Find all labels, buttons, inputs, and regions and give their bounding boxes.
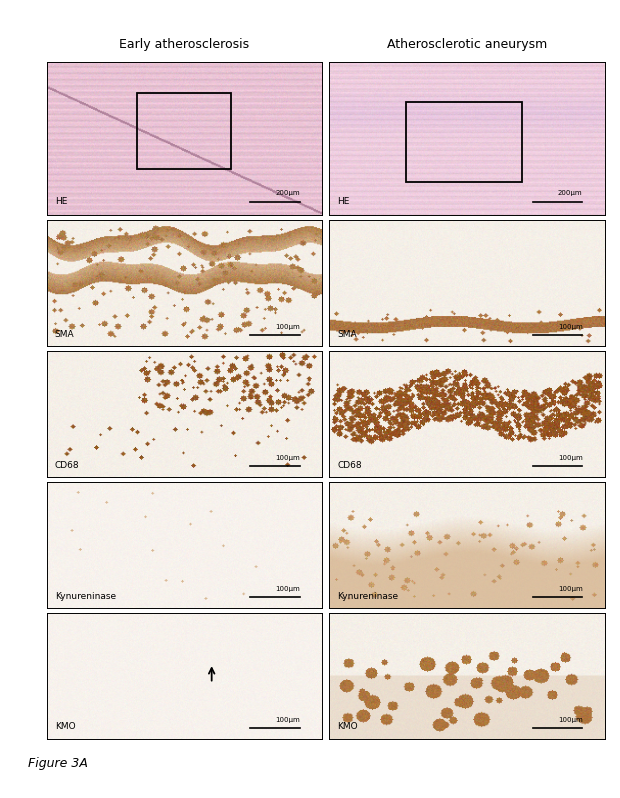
Text: Figure 3A: Figure 3A [28,757,88,770]
Text: 100μm: 100μm [558,324,582,330]
Text: 100μm: 100μm [558,717,582,722]
Bar [138,93,231,169]
Text: HE: HE [337,197,350,206]
Text: SMA: SMA [337,330,357,339]
Text: Early atherosclerosis: Early atherosclerosis [119,38,249,51]
Text: 100μm: 100μm [558,586,582,591]
Text: 100μm: 100μm [275,324,299,330]
Text: 200μm: 200μm [275,190,299,196]
Text: KMO: KMO [55,722,76,732]
Text: 100μm: 100μm [558,455,582,460]
Text: HE: HE [55,197,67,206]
Text: KMO: KMO [337,722,358,732]
Text: CD68: CD68 [337,460,362,470]
Bar [406,102,522,182]
Text: Atherosclerotic aneurysm: Atherosclerotic aneurysm [387,38,547,51]
Text: Kynureninase: Kynureninase [337,591,399,601]
Text: 100μm: 100μm [275,717,299,722]
Text: Kynureninase: Kynureninase [55,591,116,601]
Text: 100μm: 100μm [275,455,299,460]
Text: SMA: SMA [55,330,74,339]
Text: CD68: CD68 [55,460,79,470]
Text: 100μm: 100μm [275,586,299,591]
Text: 200μm: 200μm [558,190,582,196]
